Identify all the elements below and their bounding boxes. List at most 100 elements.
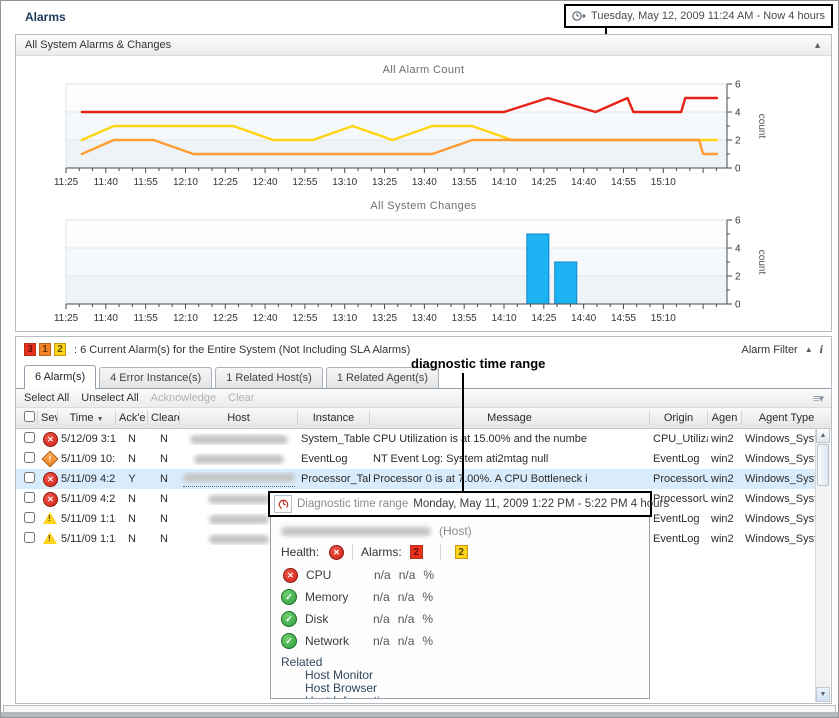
- alarm-filter-control[interactable]: Alarm Filter ▲ i: [742, 342, 824, 357]
- col-header-Cleare[interactable]: Cleare: [148, 411, 180, 425]
- alarm-table-row[interactable]: !5/11/09 10:53 N N EventLog NT Event Log: Sy…: [16, 449, 815, 469]
- table-customizer-icon[interactable]: ≡▾: [813, 392, 824, 405]
- row-checkbox[interactable]: [24, 452, 35, 463]
- tab-1-related-host-s-[interactable]: 1 Related Host(s): [215, 367, 323, 388]
- acked-cell: N: [128, 533, 136, 545]
- col-header-Time[interactable]: Time ▼: [58, 411, 116, 425]
- row-checkbox[interactable]: [24, 492, 35, 503]
- metric-name: Disk: [305, 612, 329, 626]
- filter-collapse-icon[interactable]: ▲: [804, 345, 813, 354]
- metric-name: Memory: [305, 590, 349, 604]
- time-cell: 5/11/09 4:22 F: [61, 493, 116, 505]
- severity-count-badge: 1: [39, 343, 51, 356]
- row-checkbox[interactable]: [24, 432, 35, 443]
- health-critical-icon: ✕: [329, 544, 345, 560]
- charts-panel-title: All System Alarms & Changes: [25, 39, 172, 51]
- scroll-up-button[interactable]: ▲: [816, 428, 830, 443]
- col-header-select[interactable]: [16, 411, 38, 425]
- tab-4-error-instance-s-[interactable]: 4 Error Instance(s): [99, 367, 213, 388]
- sort-desc-icon: ▼: [96, 416, 104, 423]
- agent-type-cell: Windows_Syst: [745, 513, 815, 525]
- tab-6-alarm-s-[interactable]: 6 Alarm(s): [24, 365, 97, 389]
- scroll-thumb[interactable]: [817, 444, 829, 486]
- col-header-Agent Type[interactable]: Agent Type: [758, 412, 815, 424]
- redacted-host-name: [194, 453, 284, 465]
- message-cell: NT Event Log: System ati2mtag null: [373, 453, 549, 465]
- row-checkbox[interactable]: [24, 532, 35, 543]
- host-monitor-link[interactable]: Host Monitor: [305, 668, 374, 682]
- svg-text:13:55: 13:55: [452, 177, 477, 188]
- tab-1-related-agent-s-[interactable]: 1 Related Agent(s): [325, 367, 439, 388]
- svg-text:13:10: 13:10: [332, 313, 357, 324]
- charts-panel-header[interactable]: All System Alarms & Changes ▲: [16, 35, 831, 56]
- svg-text:count: count: [756, 114, 767, 139]
- agent-type-cell: Windows_Syst: [745, 473, 815, 485]
- metric-value-current: n/a: [373, 590, 390, 604]
- time-range-clock-icon: [572, 11, 586, 21]
- agent-type-cell: Windows_Syst: [745, 433, 815, 445]
- time-cell: 5/11/09 10:53: [61, 453, 116, 465]
- svg-text:6: 6: [735, 80, 741, 91]
- metric-row-cpu: ✕ CPU n/a n/a%: [281, 564, 639, 586]
- row-select-cell: [16, 492, 38, 506]
- host-cell[interactable]: [180, 472, 298, 487]
- select-all-checkbox[interactable]: [24, 411, 35, 422]
- metric-value-current: n/a: [374, 568, 391, 582]
- col-header-Sev[interactable]: Sev: [38, 411, 58, 425]
- charts-panel: All System Alarms & Changes ▲ All Alarm …: [15, 34, 832, 332]
- instance-cell: EventLog: [301, 453, 348, 465]
- time-cell: 5/11/09 4:22 F: [61, 473, 116, 485]
- col-header-Host[interactable]: Host: [180, 411, 298, 425]
- col-header-Origin[interactable]: Origin: [650, 411, 708, 425]
- table-scrollbar[interactable]: ▲ ▼: [815, 428, 830, 702]
- scroll-down-button[interactable]: ▼: [816, 687, 830, 702]
- svg-text:12:40: 12:40: [253, 177, 278, 188]
- host-browser-link[interactable]: Host Browser: [305, 681, 378, 695]
- table-header-row[interactable]: SevTime ▼Ack'eCleareHostInstanceMessageO…: [16, 408, 831, 429]
- info-icon[interactable]: i: [819, 342, 823, 356]
- svg-text:11:25: 11:25: [54, 313, 79, 324]
- separator: [439, 544, 441, 560]
- alarm-table-row[interactable]: ✕5/11/09 4:22 F N N ProcessorUtilizawin2 Win…: [16, 489, 815, 509]
- cleared-cell: N: [160, 513, 168, 525]
- metric-value-current: n/a: [373, 612, 390, 626]
- metric-value-peak: n/a: [397, 634, 415, 648]
- host-cell: [180, 433, 298, 445]
- svg-text:6: 6: [735, 216, 741, 227]
- metric-row-memory: ✓ Memory n/a n/a%: [281, 586, 639, 608]
- metric-value-peak: n/a: [397, 590, 415, 604]
- acked-cell: N: [128, 493, 136, 505]
- row-checkbox[interactable]: [24, 512, 35, 523]
- clear-button: Clear: [228, 392, 255, 404]
- dashboard-time-range-control[interactable]: Tuesday, May 12, 2009 11:24 AM - Now 4 h…: [564, 4, 833, 28]
- alarm-count-chart-area: 11:25 11:40 11:55 12:10 12:25 12:40 12:55 13:10…: [16, 78, 831, 192]
- svg-text:15:10: 15:10: [651, 313, 676, 324]
- metric-ok-icon: ✓: [281, 589, 297, 605]
- col-header-Agen[interactable]: Agen: [708, 411, 742, 425]
- svg-text:0: 0: [735, 164, 741, 175]
- col-header-Instance[interactable]: Instance: [298, 411, 370, 425]
- col-header-Message[interactable]: Message: [370, 411, 650, 425]
- alarm-table-row[interactable]: ✕5/11/09 4:22 FYNProcessor_TablProcessor…: [16, 469, 815, 489]
- svg-text:11:55: 11:55: [133, 313, 158, 324]
- severity-cell: [38, 531, 58, 547]
- cleared-cell: N: [160, 433, 168, 445]
- alarm-table-row[interactable]: 5/11/09 1:18 F N N EventLog win2 Windows_Syst: [16, 509, 815, 529]
- metric-unit: %: [422, 634, 434, 648]
- host-information-link[interactable]: Host Information: [305, 695, 639, 699]
- row-checkbox[interactable]: [24, 472, 35, 483]
- select-all-button[interactable]: Select All: [24, 392, 70, 404]
- system-changes-chart: 11:25 11:40 11:55 12:10 12:25 12:40 12:55 13:10…: [54, 216, 767, 325]
- agent-type-cell: Windows_Syst: [745, 453, 815, 465]
- svg-text:14:10: 14:10: [491, 313, 516, 324]
- agent-cell: win2: [711, 433, 734, 445]
- unselect-all-button[interactable]: Unselect All: [81, 392, 139, 404]
- col-header-Ack'e[interactable]: Ack'e: [116, 411, 148, 425]
- alarm-table-row[interactable]: 5/11/09 1:18 F N N EventLog win2 Windows_Syst: [16, 529, 815, 549]
- time-range-text: Tuesday, May 12, 2009 11:24 AM - Now 4 h…: [591, 10, 825, 22]
- metric-value-peak: n/a: [397, 612, 415, 626]
- collapse-icon[interactable]: ▲: [813, 40, 822, 50]
